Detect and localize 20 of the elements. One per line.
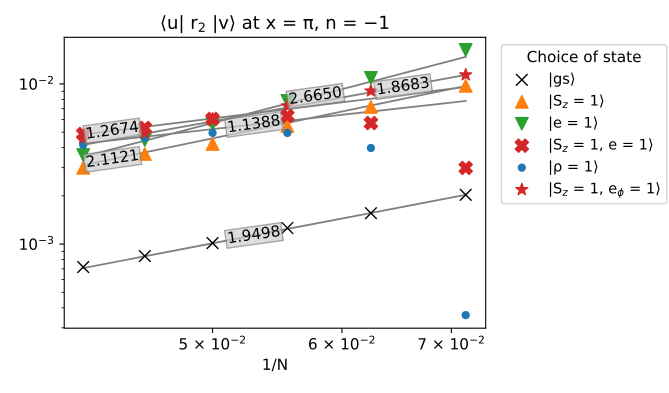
- x-tick-label: 6 × 10$^{−2}$: [308, 336, 374, 350]
- legend-label: |S$_{z}$ = 1, e$_{ϕ}$ = 1⟩: [550, 182, 660, 198]
- legend-label: |gs⟩: [550, 72, 574, 88]
- legend-label: |ρ = 1⟩: [550, 160, 598, 175]
- x-tick-label: 7 × 10$^{−2}$: [418, 336, 484, 350]
- chart-title: ⟨u| r$_{2}$ |v⟩ at x = π, n = −1: [162, 15, 388, 34]
- legend-label: |S$_{z}$ = 1, e = 1⟩: [550, 138, 652, 153]
- legend-title: Choice of state: [528, 50, 641, 62]
- annotation: 1.8683: [377, 76, 429, 95]
- legend-label: |S$_{z}$ = 1⟩: [550, 94, 604, 109]
- annotation: 2.6650: [289, 86, 342, 104]
- annotation: 1.9498: [228, 224, 280, 244]
- legend-label: |e = 1⟩: [550, 116, 598, 132]
- y-tick-label: 10$^{−3}$: [20, 236, 54, 250]
- x-axis-title: 1/N: [263, 358, 287, 372]
- annotation: 1.1388: [228, 114, 280, 132]
- annotation: 1.2674: [86, 120, 139, 139]
- y-tick-label: 10$^{−2}$: [20, 76, 53, 90]
- annotation: 2.1121: [86, 148, 138, 168]
- x-tick-label: 5 × 10$^{−2}$: [180, 336, 245, 350]
